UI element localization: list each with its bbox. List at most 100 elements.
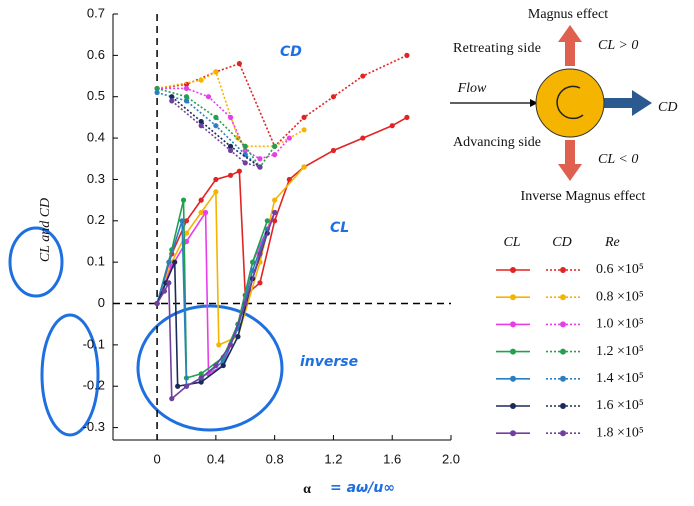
legend-label: 1.4 ×10⁵	[596, 371, 644, 386]
point	[272, 152, 277, 157]
point	[265, 218, 270, 223]
up-arrow	[565, 40, 575, 66]
down-arrow	[565, 140, 575, 166]
drag-arrow	[604, 98, 634, 108]
point	[257, 280, 262, 285]
diagram: Magnus effect Retreating side Flow Advan…	[450, 7, 677, 204]
y-tick-label: 0	[98, 295, 105, 310]
point	[272, 198, 277, 203]
x-tick-label: 0	[153, 451, 160, 466]
point	[175, 384, 180, 389]
legend-swatch	[560, 430, 566, 436]
x-tick-label: 1.6	[383, 451, 401, 466]
point	[331, 148, 336, 153]
legend-swatch	[560, 294, 566, 300]
point	[162, 289, 167, 294]
point	[301, 164, 306, 169]
point	[203, 210, 208, 215]
legend-swatch	[510, 267, 516, 273]
point	[184, 384, 189, 389]
x-tick-label: 2.0	[442, 451, 460, 466]
point	[213, 69, 218, 74]
circle-mark	[10, 228, 62, 296]
up-arrow-head	[558, 25, 582, 42]
point	[172, 260, 177, 265]
legend-header: CL	[503, 235, 520, 250]
point	[360, 135, 365, 140]
x-tick-label: 0.8	[266, 451, 284, 466]
point	[243, 160, 248, 165]
point	[221, 363, 226, 368]
legend-swatch	[510, 403, 516, 409]
y-tick-label: 0.7	[87, 5, 105, 20]
legend-swatch	[560, 349, 566, 355]
point	[243, 144, 248, 149]
point	[206, 94, 211, 99]
cd-line	[157, 55, 407, 146]
point	[390, 123, 395, 128]
point	[184, 98, 189, 103]
legend-label: 0.8 ×10⁵	[596, 289, 644, 304]
point	[213, 115, 218, 120]
point	[199, 198, 204, 203]
point	[169, 98, 174, 103]
point	[301, 127, 306, 132]
point	[169, 396, 174, 401]
legend-swatch	[510, 430, 516, 436]
y-tick-label: -0.1	[83, 336, 105, 351]
point	[228, 342, 233, 347]
chart: Magnus effect Retreating side Flow Advan…	[0, 0, 694, 506]
point	[272, 210, 277, 215]
point	[404, 53, 409, 58]
point	[257, 156, 262, 161]
point	[235, 334, 240, 339]
handwritten-alpha: = aω/u∞	[330, 480, 395, 496]
point	[237, 61, 242, 66]
down-arrow-head	[558, 164, 582, 181]
point	[404, 115, 409, 120]
legend-swatch	[510, 294, 516, 300]
point	[257, 251, 262, 256]
point	[213, 363, 218, 368]
retreating-label: Retreating side	[453, 41, 541, 56]
y-tick-label: 0.5	[87, 88, 105, 103]
legend-swatch	[510, 349, 516, 355]
point	[213, 177, 218, 182]
inverse-label: Inverse Magnus effect	[521, 189, 646, 204]
y-axis-label: CL and CD	[38, 198, 53, 262]
point	[228, 148, 233, 153]
flow-label: Flow	[457, 81, 487, 96]
point	[228, 173, 233, 178]
cd-line	[157, 72, 304, 146]
advancing-label: Advancing side	[453, 135, 541, 150]
point	[257, 164, 262, 169]
legend-label: 1.6 ×10⁵	[596, 398, 644, 413]
y-tick-label: 0.4	[87, 130, 105, 145]
handwritten-inverse: inverse	[300, 354, 358, 370]
handwritten-cl: CL	[330, 220, 349, 236]
point	[331, 94, 336, 99]
drag-arrow-head	[632, 90, 652, 116]
point	[199, 375, 204, 380]
y-tick-label: 0.6	[87, 47, 105, 62]
y-tick-label: -0.2	[83, 378, 105, 393]
point	[216, 342, 221, 347]
point	[199, 123, 204, 128]
point	[166, 280, 171, 285]
point	[360, 73, 365, 78]
legend-label: 1.8 ×10⁵	[596, 425, 644, 440]
point	[154, 90, 159, 95]
cl-line	[157, 117, 407, 303]
x-axis-label: α	[303, 482, 311, 497]
handwritten-cd: CD	[280, 44, 302, 60]
point	[213, 123, 218, 128]
y-tick-label: -0.3	[83, 419, 105, 434]
point	[228, 115, 233, 120]
legend-swatch	[560, 267, 566, 273]
point	[184, 86, 189, 91]
cylinder	[536, 69, 604, 137]
circle-mark	[42, 315, 98, 435]
point	[243, 301, 248, 306]
y-tick-label: 0.3	[87, 171, 105, 186]
point	[237, 169, 242, 174]
